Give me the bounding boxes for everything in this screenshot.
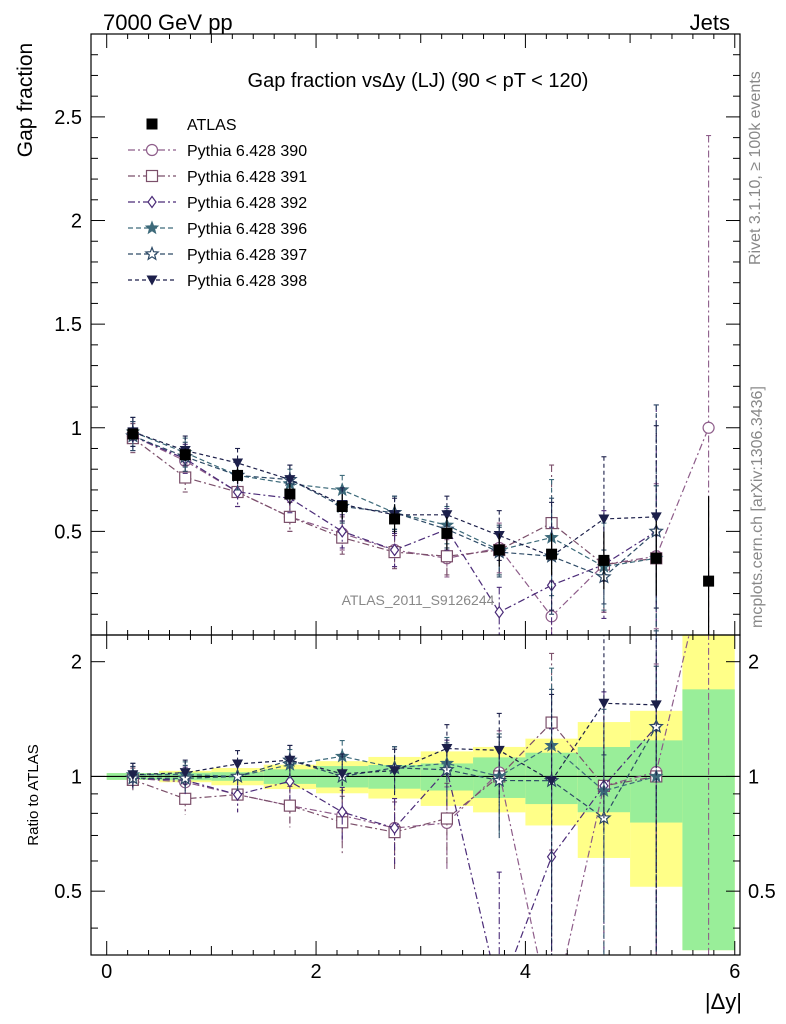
atlas-point: [598, 554, 610, 566]
legend-marker: [144, 245, 160, 261]
ratio-lines: [125, 635, 710, 955]
ratio-point: [440, 812, 454, 825]
ratio-point: [179, 792, 192, 805]
ratio-tick-label-right: 0.5: [748, 881, 776, 903]
data-point: [337, 524, 347, 538]
data-point: [232, 458, 244, 469]
ratio-point: [284, 755, 296, 766]
legend-marker: [146, 275, 158, 286]
ratio-point: [389, 766, 401, 777]
y-tick-label: 1.5: [54, 314, 82, 336]
ratio-point: [179, 768, 191, 779]
legend-marker-atlas: [146, 118, 158, 130]
ratio-point: [546, 776, 558, 787]
ratio-point: [389, 821, 400, 835]
ratio-point: [336, 769, 348, 780]
y-tick-label: 1: [71, 418, 82, 440]
ratio-frame: [90, 634, 741, 956]
data-point: [440, 550, 454, 563]
legend-label: Pythia 6.428 391: [187, 169, 307, 186]
ratio-point: [229, 768, 246, 784]
atlas-point: [546, 548, 558, 560]
legend-marker: [145, 169, 159, 183]
ratio-tick-label: 0.5: [54, 881, 82, 903]
atlas-point: [232, 469, 244, 481]
data-point: [702, 421, 715, 434]
data-point: [232, 485, 243, 499]
atlas-point: [284, 488, 296, 500]
ratio-point: [232, 788, 243, 802]
ratio-point: [127, 770, 139, 781]
atlas-point: [127, 428, 139, 440]
legend-label: Pythia 6.428 398: [187, 273, 307, 290]
y-tick-label: 2: [71, 211, 82, 233]
legend-marker: [144, 220, 160, 235]
atlas-point: [650, 552, 662, 564]
x-tick-label: 6: [729, 961, 740, 983]
y-tick-label: 0.5: [54, 521, 82, 543]
atlas-point: [703, 575, 715, 587]
mcplots-label: mcplots.cern.ch [arXiv:1306.3436]: [749, 386, 766, 628]
ratio-point: [337, 805, 347, 819]
data-point: [598, 514, 610, 525]
rivet-version-label: Rivet 3.1.10, ≥ 100k events: [747, 71, 764, 265]
ratio-point: [598, 698, 610, 709]
ratio-point: [285, 774, 295, 788]
ratio-tick-label: 2: [71, 652, 82, 674]
atlas-point: [179, 449, 191, 461]
legend-label: Pythia 6.428 396: [187, 221, 307, 238]
ratio-tick-label: 1: [71, 766, 82, 788]
ratio-point: [441, 744, 453, 755]
legend-label-atlas: ATLAS: [187, 117, 237, 134]
legend-marker: [147, 195, 157, 209]
ratio-axis-label: Ratio to ATLAS: [25, 744, 42, 845]
atlas-point: [389, 513, 401, 525]
legend-label: Pythia 6.428 397: [187, 247, 307, 264]
x-tick-label: 4: [520, 961, 531, 983]
ratio-line: [132, 721, 657, 833]
x-tick-label: 0: [101, 961, 112, 983]
legend-marker: [145, 143, 159, 157]
ratio-point: [493, 745, 505, 756]
legend: ATLAS Pythia 6.428 390 Pythia 6.428 391 Pyt…: [128, 117, 307, 290]
data-point: [650, 512, 662, 523]
watermark: ATLAS_2011_S9126244: [342, 592, 495, 608]
x-axis-label: |Δy|: [705, 989, 742, 1014]
ratio-point: [232, 759, 244, 770]
atlas-point: [493, 544, 505, 556]
data-point: [389, 543, 400, 557]
series-lines: [125, 134, 715, 635]
data-point: [494, 605, 504, 619]
process-label: Jets: [690, 10, 730, 35]
x-tick-label: 2: [310, 961, 321, 983]
ratio-line: [132, 702, 657, 782]
data-point: [283, 510, 296, 523]
energy-label: 7000 GeV pp: [103, 10, 233, 35]
ratio-point: [283, 799, 296, 812]
ratio-tick-label-right: 2: [748, 652, 759, 674]
ratio-point: [650, 700, 662, 711]
legend-label: Pythia 6.428 390: [187, 143, 307, 160]
series-line: [132, 427, 710, 618]
chart-title: Gap fraction vsΔy (LJ) (90 < pT < 120): [248, 70, 589, 92]
data-point: [284, 475, 296, 486]
axes: 0 2 4 6 0.5 1 1.5 2 2.5 0.5 0.5 1 1 2 2: [54, 33, 776, 983]
data-point: [441, 510, 453, 521]
legend-label: Pythia 6.428 392: [187, 195, 307, 212]
y-axis-label: Gap fraction: [14, 43, 37, 157]
data-point: [179, 471, 192, 484]
atlas-point: [336, 501, 348, 513]
ratio-tick-label-right: 1: [748, 766, 759, 788]
y-tick-label: 2.5: [54, 107, 82, 129]
atlas-point: [441, 527, 453, 539]
